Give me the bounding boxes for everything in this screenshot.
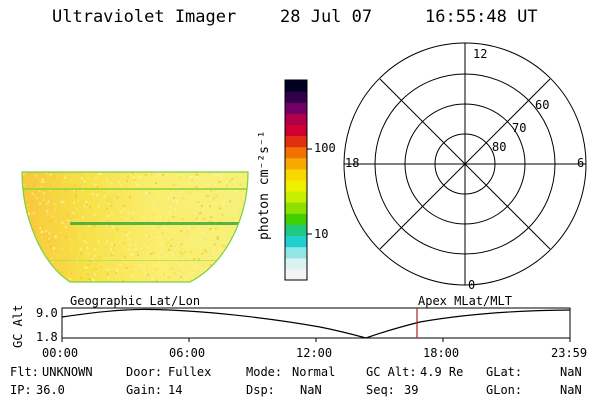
colorbar-segment [285, 202, 307, 214]
colorbar-segment [285, 257, 307, 270]
colorbar-segment [285, 91, 307, 103]
gcalt-value: 4.9 Re [420, 365, 464, 379]
colorbar-tick-100: 100 [314, 141, 336, 155]
dsp-value: NaN [300, 383, 322, 397]
timeline-xtick-4: 23:59 [551, 346, 588, 360]
polar-label-60: 60 [535, 98, 550, 112]
polar-label-6: 6 [577, 156, 585, 170]
mode-label: Mode: [246, 365, 283, 379]
door-value: Fullex [168, 365, 212, 379]
colorbar-segment [285, 213, 307, 225]
polar-label-12: 12 [473, 47, 488, 61]
timeline-xtick-1: 06:00 [169, 346, 206, 360]
timeline-right-title: Apex MLat/MLT [418, 294, 512, 308]
colorbar-segment [285, 102, 307, 114]
colorbar-segment [285, 80, 307, 92]
colorbar-segment [285, 224, 307, 237]
filter-value: UNKNOWN [42, 365, 93, 379]
colorbar-segment [285, 168, 307, 181]
gain-label: Gain: [126, 383, 163, 397]
colorbar-segment [285, 146, 307, 159]
colorbar-segment [285, 124, 307, 137]
ip-label: IP: [10, 383, 32, 397]
colorbar-segment [285, 113, 307, 125]
timeline-ytick-high: 9.0 [36, 306, 58, 320]
mode-value: Normal [292, 365, 336, 379]
timeline-left-title: Geographic Lat/Lon [70, 294, 201, 308]
colorbar-segment [285, 268, 307, 281]
seq-label: Seq: [366, 383, 395, 397]
timeline-xtick-3: 18:00 [423, 346, 460, 360]
polar-label-80: 80 [492, 140, 507, 154]
timeline-xtick-2: 12:00 [296, 346, 333, 360]
colorbar-segment [285, 180, 307, 192]
polar-label-0: 0 [468, 278, 476, 292]
colorbar-tick-10: 10 [314, 227, 329, 241]
polar-label-70: 70 [512, 121, 527, 135]
glon-label: GLon: [486, 383, 523, 397]
filter-label: Flt: [10, 365, 39, 379]
polar-label-18: 18 [345, 156, 360, 170]
colorbar-segment [285, 135, 307, 148]
observation-time: 16:55:48 UT [425, 7, 538, 27]
gain-value: 14 [168, 383, 183, 397]
glat-label: GLat: [486, 365, 523, 379]
colorbar-segment [285, 157, 307, 170]
observation-date: 28 Jul 07 [280, 7, 373, 27]
instrument-title: Ultraviolet Imager [52, 7, 237, 27]
glat-value: NaN [560, 365, 582, 379]
glon-value: NaN [560, 383, 582, 397]
gcalt-label: GC Alt: [366, 365, 417, 379]
door-label: Door: [126, 365, 163, 379]
seq-value: 39 [404, 383, 419, 397]
colorbar-segment [285, 235, 307, 248]
colorbar-segment [285, 191, 307, 203]
dsp-label: Dsp: [246, 383, 275, 397]
ip-value: 36.0 [36, 383, 65, 397]
colorbar-segment [285, 246, 307, 259]
timeline-ytick-low: 1.8 [36, 330, 58, 344]
timeline-xtick-0: 00:00 [42, 346, 79, 360]
